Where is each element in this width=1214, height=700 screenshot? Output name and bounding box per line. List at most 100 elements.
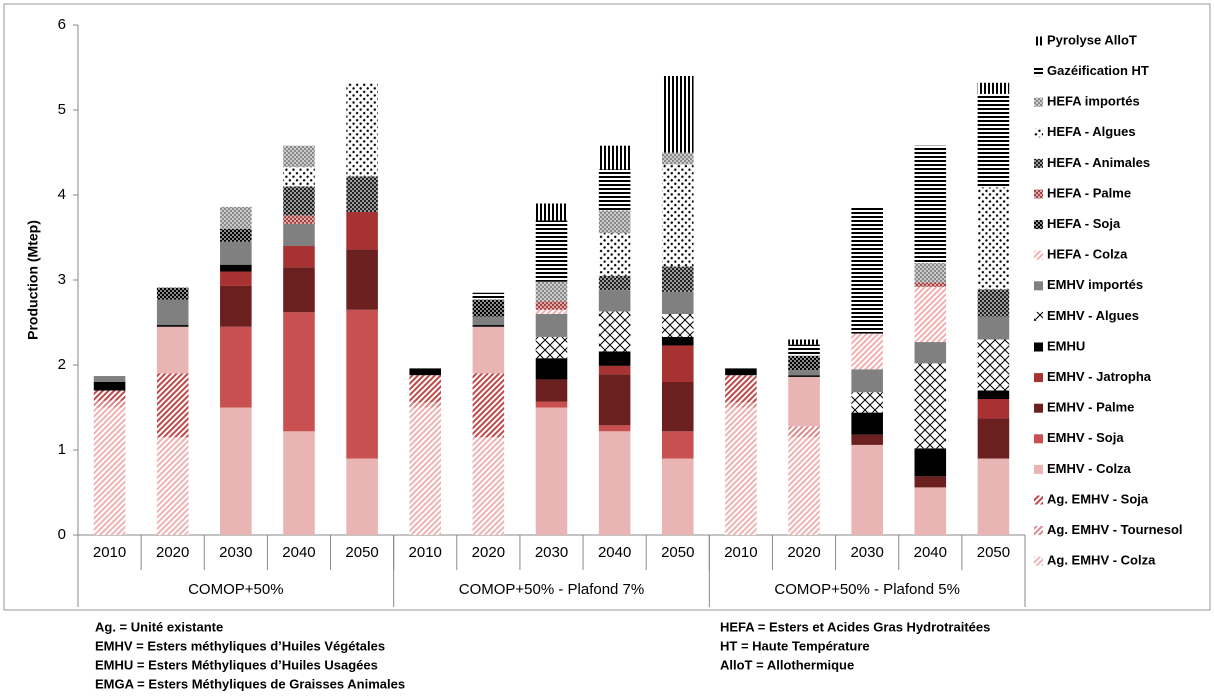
bar-segment	[598, 425, 631, 432]
bar-segment	[851, 333, 883, 370]
bar-segment	[93, 407, 126, 535]
bar-segment	[535, 309, 568, 314]
bar-segment	[409, 407, 442, 535]
bar-segment	[914, 476, 947, 488]
bar-segment	[346, 82, 378, 177]
x-tick-label: 2030	[219, 544, 252, 561]
footnote: EMHV = Esters méthyliques d’Huiles Végét…	[95, 638, 385, 653]
legend-label: Ag. EMHV - Colza	[1047, 553, 1156, 568]
legend-label: Pyrolyse AlloT	[1047, 32, 1137, 47]
bar-segment	[156, 325, 189, 327]
bar-segment	[788, 370, 820, 376]
bar-segment	[851, 412, 883, 435]
bar-segment	[598, 210, 631, 234]
legend-label: EMHV - Algues	[1047, 308, 1139, 323]
bar-segment	[535, 379, 568, 402]
bar-segment	[661, 291, 694, 314]
bar-segment	[788, 376, 820, 427]
bar-segment	[661, 382, 694, 432]
legend-swatch	[1034, 403, 1043, 413]
legend-swatch	[1034, 281, 1043, 291]
legend-label: HEFA - Algues	[1047, 124, 1136, 139]
bar-segment	[472, 373, 505, 438]
bar-segment	[220, 271, 252, 286]
bar-segment	[598, 374, 631, 426]
bar-segment	[914, 263, 947, 283]
x-tick-label: 2040	[914, 544, 947, 561]
bar-segment	[472, 437, 505, 535]
bar-segment	[725, 407, 757, 535]
bar-segment	[788, 355, 820, 371]
bar-segment	[661, 152, 694, 165]
footnote: EMGA = Esters Méthyliques de Graisses An…	[95, 676, 405, 691]
footnote: AlloT = Allothermique	[720, 657, 854, 672]
x-tick-label: 2010	[93, 544, 126, 561]
bar-segment	[220, 241, 252, 265]
legend-swatch	[1034, 342, 1043, 352]
bar-segment	[283, 166, 315, 187]
bar-segment	[598, 290, 631, 312]
bar-segment	[409, 368, 442, 376]
legend-swatch	[1034, 67, 1043, 77]
bar-segment	[93, 400, 126, 408]
legend-label: HEFA - Animales	[1047, 155, 1150, 170]
bar-segment	[914, 286, 947, 343]
x-tick-label: 2010	[724, 544, 757, 561]
footnote: Ag. = Unité existante	[95, 619, 223, 634]
bar-segment	[725, 402, 757, 408]
x-tick-label: 2030	[850, 544, 883, 561]
bar-segment	[598, 365, 631, 375]
footnote: HEFA = Esters et Acides Gras Hydrotraité…	[720, 619, 990, 634]
bar-segment	[283, 312, 315, 432]
bar-segment	[535, 301, 568, 310]
bar-segment	[598, 311, 631, 352]
bar-segment	[535, 407, 568, 535]
bar-segment	[156, 299, 189, 326]
bar-segment	[977, 82, 1010, 94]
bar-segment	[409, 402, 442, 408]
legend-label: HEFA - Palme	[1047, 185, 1131, 200]
group-label: COMOP+50% - Plafond 7%	[459, 581, 645, 598]
x-tick-label: 2020	[472, 544, 505, 561]
legend-swatch	[1034, 189, 1043, 199]
legend-label: EMHV - Jatropha	[1047, 369, 1152, 384]
legend-label: EMHV - Palme	[1047, 400, 1134, 415]
bar-segment	[851, 206, 883, 334]
legend-swatch	[1034, 495, 1043, 505]
legend-swatch	[1034, 556, 1043, 566]
bar-segment	[788, 375, 820, 377]
x-tick-label: 2040	[282, 544, 315, 561]
bar-segment	[156, 326, 189, 374]
bar-segment	[977, 93, 1010, 188]
bar-segment	[220, 407, 252, 535]
legend-label: HEFA importés	[1047, 94, 1140, 109]
bar-segment	[977, 316, 1010, 340]
bar-segment	[283, 145, 315, 167]
bar-segment	[220, 206, 252, 229]
bar-segment	[156, 287, 189, 300]
legend-swatch	[1034, 434, 1043, 444]
legend-label: HEFA - Soja	[1047, 216, 1121, 231]
bar-segment	[914, 145, 947, 263]
bar-segment	[977, 390, 1010, 399]
bar-segment	[977, 187, 1010, 290]
bar-segment	[535, 281, 568, 302]
bar-segment	[914, 363, 947, 449]
group-label: COMOP+50%	[188, 581, 283, 598]
bar-segment	[598, 145, 631, 170]
bar-segment	[598, 275, 631, 291]
bar-segment	[220, 264, 252, 272]
bar-segment	[914, 487, 947, 535]
bar-segment	[788, 339, 820, 345]
bar-segment	[661, 266, 694, 292]
legend-swatch	[1034, 36, 1043, 46]
x-tick-label: 2050	[661, 544, 694, 561]
bar-segment	[535, 220, 568, 282]
bar-segment	[661, 458, 694, 535]
x-tick-label: 2010	[409, 544, 442, 561]
bar-segment	[535, 203, 568, 221]
legend-swatch	[1034, 250, 1043, 260]
bar-segment	[598, 351, 631, 366]
legend-label: Gazéification HT	[1047, 63, 1149, 78]
